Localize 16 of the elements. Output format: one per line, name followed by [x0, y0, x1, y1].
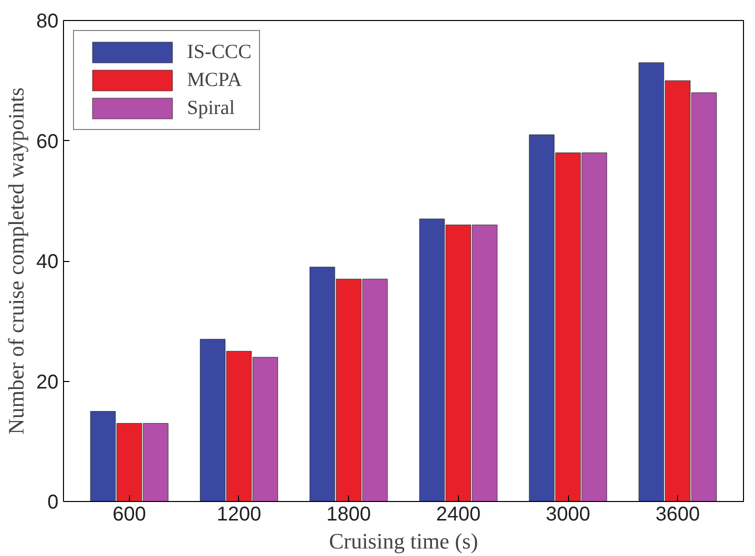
x-tick-label: 1800 [326, 504, 371, 526]
x-axis-title: Cruising time (s) [328, 528, 478, 554]
legend-label: IS-CCC [187, 40, 252, 64]
x-tick-label: 600 [112, 504, 146, 526]
x-tick-label: 3600 [655, 504, 700, 526]
y-tick-label: 20 [36, 371, 59, 394]
x-tick-label: 1200 [216, 504, 262, 526]
y-tick-label: 60 [36, 130, 59, 153]
y-tick-label: 40 [36, 251, 59, 273]
y-tick-label: 80 [36, 10, 59, 32]
legend-label: MCPA [187, 68, 242, 92]
x-tick-label: 2400 [436, 504, 481, 526]
y-axis-title: Number of cruise completed waypoints [3, 87, 28, 435]
x-tick-label: 3000 [546, 504, 590, 526]
y-tick-label: 0 [47, 492, 58, 514]
legend-label: Spiral [187, 96, 235, 120]
